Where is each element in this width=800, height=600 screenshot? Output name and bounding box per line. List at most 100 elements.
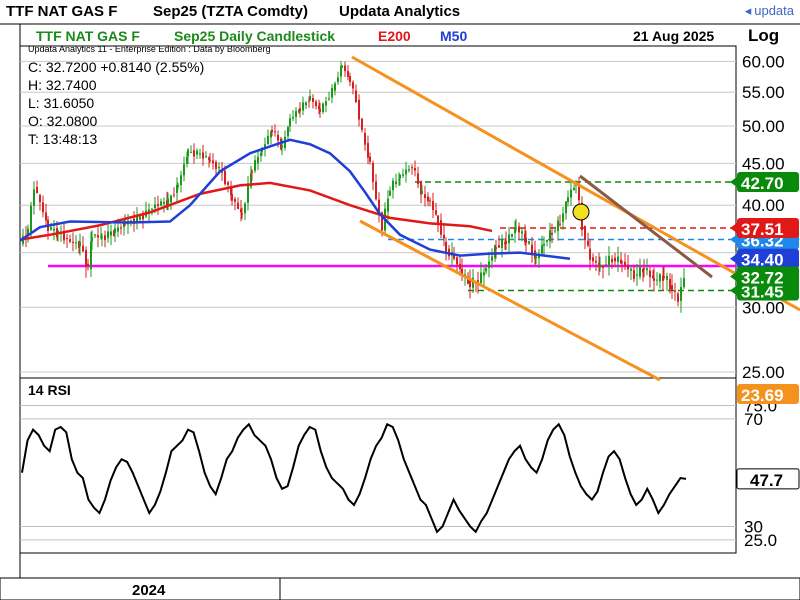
candle-body [75,242,77,244]
candle-body [551,232,553,235]
candle-body [87,263,89,266]
candle-body [505,240,507,244]
candle-body [408,169,410,171]
candle-body [411,167,413,169]
candle-body [151,208,153,210]
price-tag-42.70 [737,172,799,193]
rsi-tick-label: 25.0 [744,531,777,550]
chart-type-label: Sep25 Daily Candlestick [174,28,336,44]
price-tick-label: 45.00 [742,154,785,173]
candle-body [643,268,645,270]
candle-body [104,235,106,241]
candle-body [562,213,564,222]
candle-body [289,118,291,127]
candle-body [328,98,330,100]
candle-body [549,230,551,242]
downtrend-line [579,174,713,279]
open-value: O: 32.0800 [28,113,98,129]
rsi-tag-label: 23.69 [741,386,784,405]
candle-body [653,278,655,281]
log-scale-label: Log [748,26,780,45]
candle-body [567,197,569,203]
candle-body [535,256,537,259]
candle-body [524,233,526,242]
candle-body [587,240,589,246]
rsi-last-tag [736,468,800,490]
candle-body [369,156,371,162]
candle-body [139,216,141,220]
candle-body [271,129,273,133]
candle-body [318,105,320,110]
candle-body [485,268,487,272]
candle-body [281,145,283,148]
candle-body [402,174,404,176]
candle-body [177,185,179,188]
candle-body [669,279,671,290]
candle-body [642,269,644,273]
candle-body [113,230,115,237]
candle-body [427,196,429,202]
candle-body [287,127,289,137]
candle-body [39,194,41,203]
candle-body [63,233,65,241]
candle-body [491,256,493,261]
candle-body [234,199,236,202]
candle-body [224,170,226,185]
rsi-tick-label: 30 [744,517,763,536]
candle-body [227,182,229,185]
high-value: H: 32.7400 [28,77,97,93]
candle-body [331,87,333,98]
candle-body [186,156,188,164]
candle-body [599,264,601,268]
price-tag-label: 37.51 [741,220,784,239]
updata-logo: ◂ updata [744,3,794,18]
candle-body [270,131,272,138]
candle-body [525,237,527,243]
candle-body [277,134,279,141]
candle-body [267,136,269,145]
candle-body [173,194,175,196]
price-tag-label: 31.45 [741,283,784,302]
candle-body [387,198,389,212]
candle-body [459,263,461,269]
chart-title: TTF NAT GAS F [36,28,140,44]
candle-body [620,259,622,264]
candle-body [334,83,336,91]
price-tag-pointer [730,177,737,188]
price-tag-34.40 [737,248,799,269]
candle-body [671,285,673,290]
candle-body [514,227,516,234]
candle-body [592,257,594,262]
candle-body [589,248,591,260]
candle-body [578,185,580,201]
candle-body [662,275,664,281]
candle-body [215,162,217,169]
candle-body [295,111,297,117]
candle-body [302,102,304,111]
candle-body [453,255,455,259]
candle-body [674,290,676,292]
candle-body [494,245,496,258]
candle-body [66,237,68,239]
candle-body [652,275,654,279]
candle-body [649,270,651,277]
candle-body [636,274,638,276]
candle-body [420,181,422,195]
candle-body [392,180,394,191]
candle-body [405,169,407,175]
candle-body [190,151,192,153]
candle-body [72,241,74,243]
candle-body [461,268,463,275]
price-tick-label: 55.00 [742,83,785,102]
candle-body [33,189,35,206]
candle-body [421,191,423,194]
candle-body [483,272,485,276]
candle-body [508,234,510,244]
candle-body [414,167,416,171]
candle-body [541,245,543,254]
candle-body [417,173,419,185]
e200-label: E200 [378,28,411,44]
candle-body [355,90,357,103]
candle-body [570,189,572,198]
